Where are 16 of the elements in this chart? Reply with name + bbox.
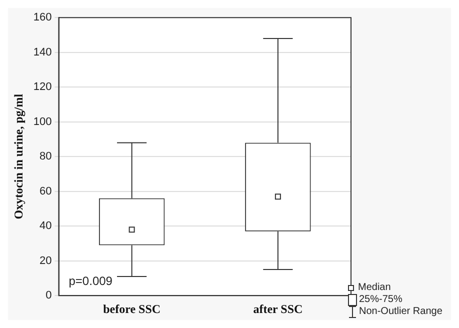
x-tick-label: before SSC — [103, 302, 161, 316]
text: 25%-75% — [359, 294, 402, 306]
y-tick-label: 100 — [33, 116, 52, 128]
x-tick-label: after SSC — [253, 302, 303, 316]
y-tick-label: 40 — [40, 220, 52, 232]
y-tick-label: 120 — [33, 81, 52, 94]
text: Non-Outlier Range — [359, 306, 442, 318]
annotation: p=0.009 — [68, 274, 113, 288]
y-tick-label: 160 — [33, 12, 52, 24]
y-tick-label: 80 — [40, 150, 52, 163]
y-tick-label: 60 — [40, 185, 52, 198]
text: Median — [358, 282, 391, 294]
y-axis-title: Oxytocin in urine, pg/ml — [11, 93, 26, 220]
y-tick-label: 140 — [33, 46, 52, 58]
y-tick-label: 0 — [46, 290, 52, 302]
y-tick-label: 20 — [40, 254, 52, 267]
